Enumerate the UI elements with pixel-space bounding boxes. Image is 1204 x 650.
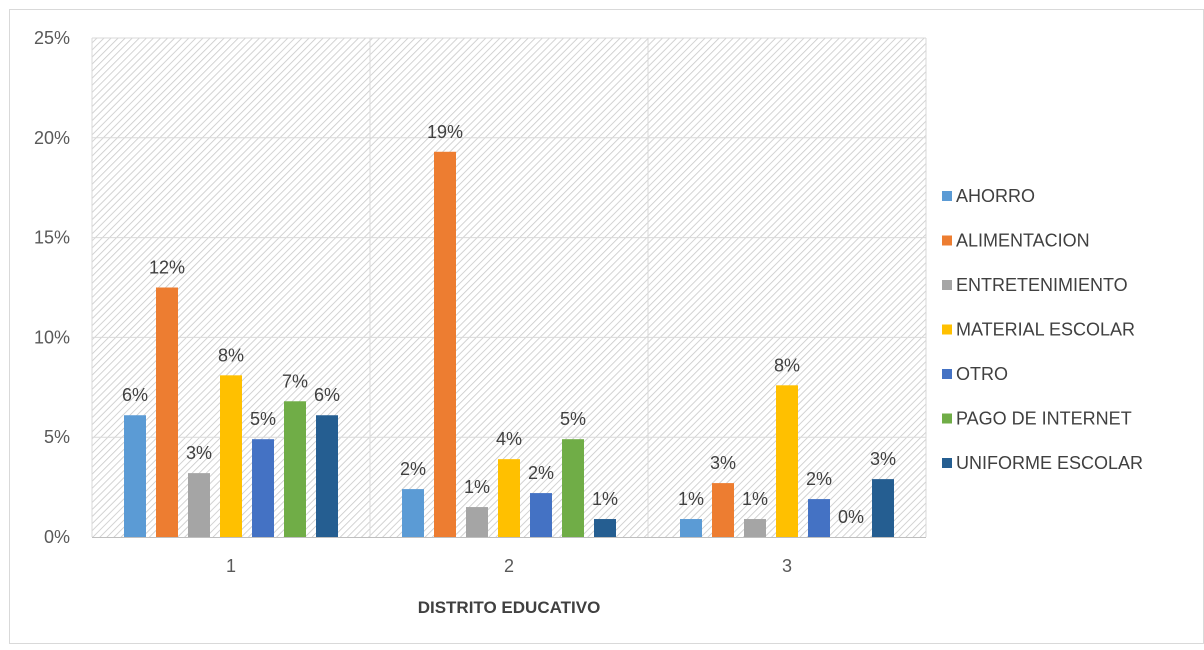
bar-value-label: 4% [496,429,522,449]
legend-swatch [942,235,952,246]
bar-value-label: 1% [742,489,768,509]
bar [594,519,616,537]
bar [220,375,242,537]
bar [402,489,424,537]
bar-value-label: 3% [870,449,896,469]
bar [872,479,894,537]
bar [156,287,178,537]
legend-swatch [942,280,952,290]
y-tick-label: 15% [34,228,70,248]
bar [188,473,210,537]
y-axis-ticks: 0% 5% 10% 15% 20% 25% [34,28,70,547]
bar-value-label: 5% [250,409,276,429]
legend-swatch [942,191,952,201]
bar-value-label: 1% [678,489,704,509]
legend-label: PAGO DE INTERNET [956,409,1132,429]
legend-swatch [942,413,952,424]
bar-value-label: 7% [282,371,308,391]
y-tick-label: 0% [44,527,70,547]
bar [680,519,702,537]
bar [744,519,766,537]
bar-value-label: 1% [464,477,490,497]
bar [498,459,520,537]
legend-swatch [942,369,952,379]
bar-value-label: 0% [838,507,864,527]
y-tick-label: 5% [44,427,70,447]
x-tick-label: 2 [504,556,514,576]
x-tick-label: 3 [782,556,792,576]
bar [530,493,552,537]
bar-value-label: 3% [186,443,212,463]
bar-value-label: 12% [149,258,185,278]
y-tick-label: 25% [34,28,70,48]
x-axis-title: DISTRITO EDUCATIVO [418,598,601,617]
bar [434,151,456,537]
bar-value-label: 8% [774,355,800,375]
y-tick-label: 10% [34,327,70,347]
bar-value-label: 2% [806,469,832,489]
legend-label: ALIMENTACION [956,231,1090,251]
bars [124,151,894,537]
bar [284,401,306,537]
bar [466,507,488,537]
data-labels: 6% 12% 3% 8% 5% 7% 6% 2% 19% 1% 4% 2% 5% 1% 1% 3% 1% 8% 2%… [122,122,896,527]
bar [712,483,734,537]
bar-value-label: 8% [218,345,244,365]
bar-value-label: 19% [427,122,463,142]
x-axis-ticks: 1 2 3 [226,556,792,576]
legend-label: ENTRETENIMIENTO [956,275,1128,295]
bar [252,439,274,537]
bar [124,415,146,537]
bar-value-label: 6% [314,385,340,405]
bar [808,499,830,537]
legend-label: AHORRO [956,186,1035,206]
bar-value-label: 3% [710,453,736,473]
bar [316,415,338,537]
x-tick-label: 1 [226,556,236,576]
bar-value-label: 5% [560,409,586,429]
legend-label: OTRO [956,364,1008,384]
legend-label: MATERIAL ESCOLAR [956,320,1135,340]
bar [562,439,584,537]
bar-value-label: 2% [400,459,426,479]
bar [776,385,798,537]
y-tick-label: 20% [34,128,70,148]
bar-value-label: 1% [592,489,618,509]
legend-swatch [942,458,952,468]
legend-swatch [942,324,952,335]
legend: AHORRO ALIMENTACION ENTRETENIMIENTO MATERIA… [942,186,1143,473]
bar-value-label: 6% [122,385,148,405]
legend-label: UNIFORME ESCOLAR [956,453,1143,473]
bar-value-label: 2% [528,463,554,483]
